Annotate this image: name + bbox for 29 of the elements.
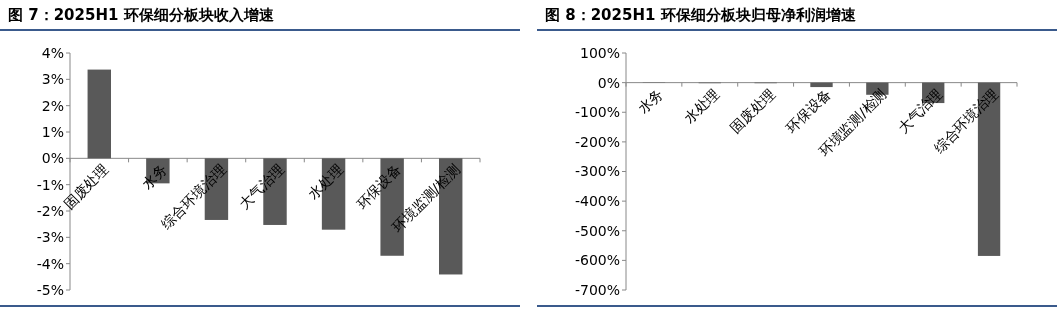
x-tick-label: 环保设备: [353, 161, 405, 213]
y-tick-label: -2%: [36, 202, 64, 219]
y-tick-label: -100%: [574, 104, 620, 121]
y-tick-label: -700%: [574, 281, 620, 298]
y-tick-label: 100%: [579, 44, 620, 61]
chart-title: 图 7：2025H1 环保细分板块收入增速: [8, 6, 275, 24]
y-tick-label: -200%: [574, 133, 620, 150]
y-tick-label: -300%: [574, 163, 620, 180]
y-tick-label: 2%: [41, 97, 64, 114]
chart-title: 图 8：2025H1 环保细分板块归母净利润增速: [545, 6, 857, 24]
y-tick-label: -400%: [574, 193, 620, 210]
x-tick-label: 固废处理: [726, 85, 778, 137]
y-tick-label: -5%: [36, 281, 64, 298]
y-tick-label: -3%: [36, 229, 64, 246]
x-tick-label: 大气治理: [894, 85, 946, 137]
x-tick-label: 水务: [634, 85, 667, 117]
y-tick-label: 0%: [41, 150, 64, 167]
y-tick-label: 1%: [41, 123, 64, 140]
y-tick-label: -4%: [36, 255, 64, 272]
x-tick-label: 水务: [138, 161, 170, 193]
y-tick-label: 3%: [41, 71, 64, 88]
y-tick-label: -1%: [36, 176, 64, 193]
y-tick-label: -500%: [574, 222, 620, 239]
y-tick-label: 0%: [597, 74, 620, 91]
x-tick-label: 水处理: [304, 161, 346, 203]
y-tick-label: 4%: [41, 44, 64, 61]
x-tick-label: 水处理: [680, 85, 722, 127]
y-tick-label: -600%: [574, 252, 620, 269]
x-tick-label: 大气治理: [236, 161, 288, 213]
